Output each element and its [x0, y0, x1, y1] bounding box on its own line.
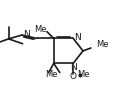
Text: Me: Me [96, 40, 109, 49]
Text: O: O [70, 72, 77, 81]
Text: N: N [70, 63, 77, 72]
Text: N: N [74, 33, 81, 42]
Text: Me: Me [77, 70, 89, 79]
Text: N: N [23, 30, 30, 39]
Text: Me: Me [45, 70, 57, 79]
Text: Me: Me [34, 25, 46, 34]
